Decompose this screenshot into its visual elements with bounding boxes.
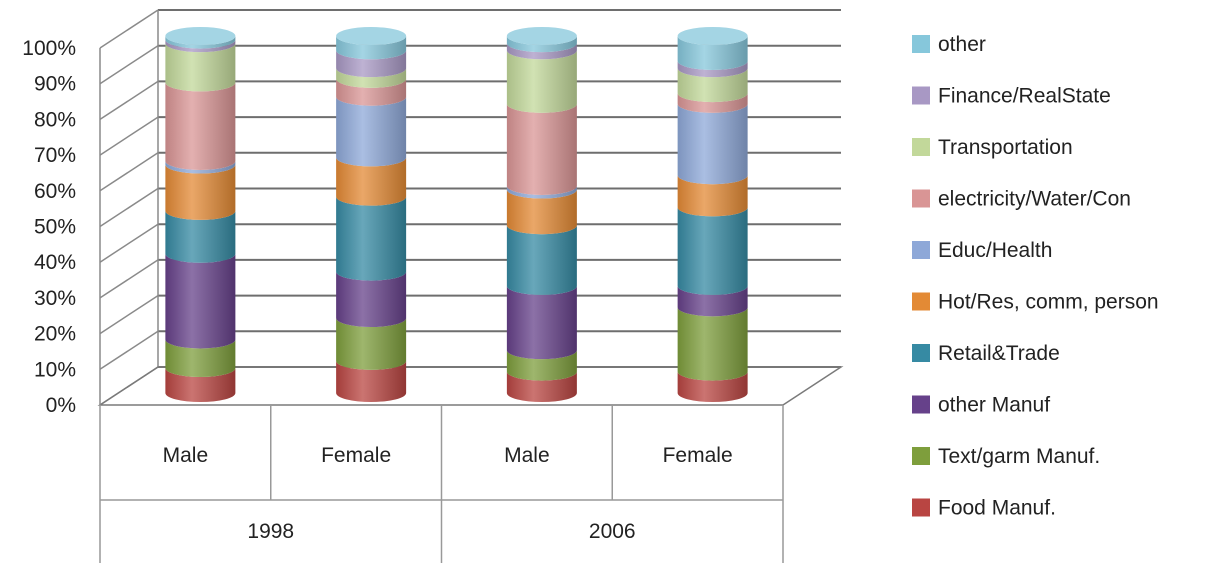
y-tick-label: 70% — [34, 144, 76, 167]
bar-segment-Finance/RealState — [165, 39, 236, 53]
bar-segment-other Manuf — [677, 285, 748, 317]
gridline-side — [99, 187, 159, 228]
bar-segment-Text/garm Manuf. — [336, 318, 407, 370]
x-group-label: 2006 — [589, 520, 636, 543]
legend-label: Transportation — [938, 136, 1073, 159]
bar-segment-electricity/Water/Con — [506, 103, 577, 195]
bar-segment-Transportation — [165, 43, 236, 92]
legend: other Finance/RealState Transportation elec… — [912, 33, 1159, 520]
bar-segment-Text/garm Manuf. — [677, 307, 748, 381]
x-tick-label: Female — [663, 444, 733, 467]
bar-segment-Food Manuf. — [506, 371, 577, 402]
bar-segment-other Manuf — [336, 271, 407, 328]
y-tick-label: 60% — [34, 180, 76, 203]
bars — [165, 27, 748, 402]
y-tick-label: 80% — [34, 108, 76, 131]
gridline-side — [99, 259, 159, 299]
legend-swatch — [912, 498, 930, 517]
gridline-side — [99, 330, 159, 370]
bar-segment-other Manuf — [506, 285, 577, 360]
bar-top-cap — [336, 27, 407, 45]
gridline-side — [99, 116, 159, 156]
bar-top-cap — [506, 27, 577, 45]
y-tick-label: 30% — [34, 287, 76, 310]
legend-swatch — [912, 241, 930, 259]
bar-segment-Hot/Res, comm, person — [506, 189, 577, 235]
bar-top-cap — [165, 27, 236, 45]
gridline-side — [99, 45, 159, 85]
bar-segment-Hot/Res, comm, person — [677, 175, 748, 217]
y-tick-label: 10% — [34, 358, 76, 381]
legend-swatch — [912, 86, 930, 105]
bar-segment-other Manuf — [165, 253, 236, 349]
bar-segment-Finance/RealState — [506, 43, 577, 60]
gridline-side — [99, 80, 159, 121]
gridline-side — [99, 152, 159, 192]
bar-segment-Hot/Res, comm, person — [165, 164, 236, 220]
legend-swatch — [912, 138, 930, 156]
bar-segment-Food Manuf. — [677, 371, 748, 402]
legend-label: other Manuf — [938, 394, 1050, 417]
axes: 0% 10% 20% 30% 40% 50% 60% 70% 80% 90% 100% Male Fem… — [22, 10, 844, 563]
legend-label: electricity/Water/Con — [938, 188, 1131, 211]
bar-segment-Text/garm Manuf. — [506, 350, 577, 381]
bar-segment-Transportation — [336, 68, 407, 88]
bar-segment-Retail&Trade — [677, 207, 748, 295]
bar-segment-Educ/Health — [506, 185, 577, 199]
x-tick-label: Male — [163, 444, 209, 467]
legend-swatch — [912, 395, 930, 414]
bar-segment-other — [336, 36, 407, 60]
bar-segment-Transportation — [506, 50, 577, 113]
legend-label: Finance/RealState — [938, 85, 1111, 108]
bar-segment-Finance/RealState — [677, 60, 748, 78]
bar-segment-other — [506, 36, 577, 53]
floor — [97, 366, 844, 406]
bar-segment-Text/garm Manuf. — [165, 339, 236, 378]
legend-label: Food Manuf. — [938, 497, 1056, 520]
bar-segment-Hot/Res, comm, person — [336, 157, 407, 206]
bar-segment-Retail&Trade — [506, 225, 577, 295]
legend-swatch — [912, 344, 930, 362]
y-tick-label: 100% — [22, 37, 76, 60]
bar-segment-Educ/Health — [336, 96, 407, 167]
bar-segment-other — [677, 36, 748, 70]
bar-segment-Retail&Trade — [165, 210, 236, 263]
bar-segment-electricity/Water/Con — [336, 78, 407, 106]
bar-segment-other — [165, 36, 236, 49]
bar-segment-Food Manuf. — [165, 368, 236, 402]
gridline-side — [99, 294, 159, 335]
y-tick-label: 0% — [46, 394, 76, 417]
bar-segment-electricity/Water/Con — [165, 82, 236, 170]
bar-segment-Food Manuf. — [336, 360, 407, 402]
legend-label: other — [938, 33, 986, 56]
x-group-label: 1998 — [247, 520, 294, 543]
legend-label: Retail&Trade — [938, 342, 1060, 365]
bar-segment-Transportation — [677, 68, 748, 103]
bar-segment-Finance/RealState — [336, 50, 407, 78]
x-tick-label: Male — [504, 444, 550, 467]
bar-segment-Educ/Health — [165, 160, 236, 174]
bar-segment-Retail&Trade — [336, 196, 407, 281]
legend-label: Hot/Res, comm, person — [938, 291, 1159, 314]
bar-top-cap — [677, 27, 748, 45]
legend-label: Text/garm Manuf. — [938, 445, 1100, 468]
gridline-side — [99, 9, 159, 49]
gridline-side — [99, 223, 159, 263]
x-tick-label: Female — [321, 444, 391, 467]
y-tick-label: 50% — [34, 216, 76, 239]
legend-swatch — [912, 292, 930, 311]
legend-swatch — [912, 447, 930, 465]
legend-swatch — [912, 189, 930, 208]
y-tick-label: 20% — [34, 323, 76, 346]
bar-segment-Educ/Health — [677, 103, 748, 185]
y-tick-label: 40% — [34, 251, 76, 274]
y-tick-label: 90% — [34, 73, 76, 96]
bar-segment-electricity/Water/Con — [677, 93, 748, 113]
legend-label: Educ/Health — [938, 239, 1052, 262]
legend-swatch — [912, 35, 930, 53]
